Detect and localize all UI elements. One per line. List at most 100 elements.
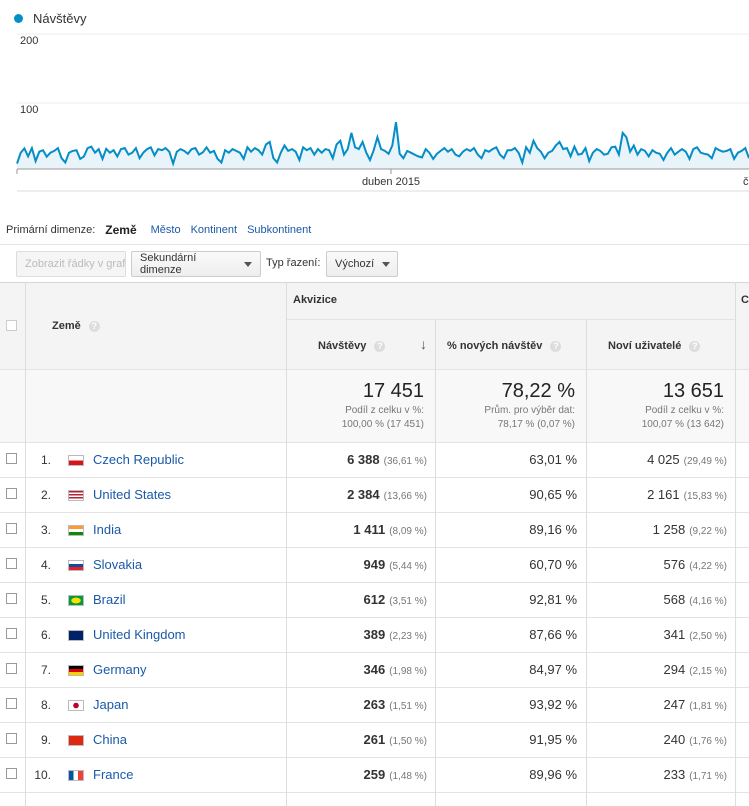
visits-area [17, 122, 749, 169]
visits-cell: 949 (5,44 %) [363, 557, 428, 572]
country-link[interactable]: France [93, 767, 134, 782]
total-new-users-sub2: 100,07 % (13 642) [641, 419, 724, 430]
country-column-header[interactable]: Země? [52, 320, 100, 332]
visits-cell: 1 411 (8,09 %) [353, 522, 427, 537]
table-header [0, 282, 749, 369]
legend-dot-icon [14, 13, 23, 23]
country-link[interactable]: United Kingdom [93, 627, 186, 642]
table-row: 4. Slovakia 949 (5,44 %) 60,70 % 576 (4,22… [0, 547, 749, 582]
x-label-next-month: č [743, 176, 749, 188]
data-table: Země? Akvizice C Návštěvy? ↓ % nových ná… [0, 282, 749, 806]
row-number: 5. [40, 593, 51, 607]
sort-type-value: Výchozí [335, 258, 375, 270]
new-users-cell: 247 (1,81 %) [663, 697, 728, 712]
row-number: 8. [40, 698, 51, 712]
country-link[interactable]: United States [93, 487, 172, 502]
flag-cn-icon [68, 735, 84, 746]
sort-type-dropdown[interactable]: Výchozí [326, 251, 398, 277]
country-link[interactable]: Slovakia [93, 557, 143, 572]
row-checkbox[interactable] [6, 768, 17, 779]
total-new-visits-pct-sub2: 78,17 % (0,07 %) [497, 419, 575, 430]
new-users-cell: 294 (2,15 %) [663, 662, 728, 677]
row-checkbox[interactable] [6, 488, 17, 499]
table-toolbar: Zobrazit řádky v grafu Sekundární dimenz… [0, 244, 749, 283]
row-checkbox[interactable] [6, 698, 17, 709]
new-users-cell: 2 161 (15,83 %) [647, 487, 727, 502]
row-number: 6. [40, 628, 51, 642]
table-row: 3. India 1 411 (8,09 %) 89,16 % 1 258 (9,2… [0, 512, 749, 547]
row-number: 2. [40, 488, 51, 502]
country-link[interactable]: Brazil [93, 592, 126, 607]
show-rows-label: Zobrazit řádky v grafu [25, 258, 126, 270]
row-checkbox[interactable] [6, 453, 17, 464]
row-checkbox[interactable] [6, 558, 17, 569]
help-icon[interactable]: ? [550, 340, 562, 352]
next-group-header: C [741, 294, 749, 306]
row-checkbox[interactable] [6, 628, 17, 639]
y-tick-200: 200 [20, 35, 38, 47]
row-checkbox[interactable] [6, 663, 17, 674]
country-link[interactable]: Czech Republic [93, 452, 185, 467]
chevron-down-icon [382, 261, 391, 267]
visits-cell: 346 (1,98 %) [363, 662, 428, 677]
visits-line [16, 121, 749, 167]
visits-line-chart[interactable]: 200 100 duben 2015 č [0, 28, 749, 193]
table-row: 7. Germany 346 (1,98 %) 84,97 % 294 (2,15 … [0, 652, 749, 687]
row-checkbox[interactable] [6, 593, 17, 604]
total-visits: 17 451 [362, 380, 424, 402]
new-visits-pct-cell: 91,95 % [529, 732, 577, 747]
help-icon[interactable]: ? [689, 340, 701, 352]
sort-descending-arrow-icon[interactable]: ↓ [420, 336, 427, 352]
new-visits-pct-cell: 89,96 % [529, 767, 577, 782]
row-checkbox[interactable] [6, 733, 17, 744]
visits-cell: 263 (1,51 %) [363, 697, 428, 712]
select-all-checkbox[interactable] [6, 320, 17, 331]
chevron-down-icon [244, 261, 252, 267]
help-icon[interactable]: ? [374, 340, 386, 352]
acquisition-group-header: Akvizice [293, 294, 338, 306]
flag-gb-icon [68, 630, 84, 641]
country-link[interactable]: India [93, 522, 122, 537]
table-row: 8. Japan 263 (1,51 %) 93,92 % 247 (1,81 %) [0, 687, 749, 722]
visits-cell: 2 384 (13,66 %) [347, 487, 427, 502]
dimension-continent-link[interactable]: Kontinent [190, 224, 238, 236]
new-users-cell: 240 (1,76 %) [663, 732, 728, 747]
new-visits-pct-cell: 84,97 % [529, 662, 577, 677]
total-new-users: 13 651 [662, 380, 724, 402]
row-number: 9. [40, 733, 51, 747]
primary-dimension-label: Primární dimenze: [6, 224, 96, 236]
chart-legend[interactable]: Návštěvy [14, 8, 86, 28]
table-row: 2. United States 2 384 (13,66 %) 90,65 % … [0, 477, 749, 512]
dimension-subcontinent-link[interactable]: Subkontinent [247, 224, 312, 236]
new-visits-pct-cell: 89,16 % [529, 522, 577, 537]
total-visits-sub2: 100,00 % (17 451) [341, 419, 424, 430]
total-new-visits-pct-sub1: Prům. pro výběr dat: [484, 405, 575, 416]
dimension-city-link[interactable]: Město [150, 224, 181, 236]
row-checkbox[interactable] [6, 523, 17, 534]
secondary-dimension-label: Sekundární dimenze [140, 252, 197, 276]
visits-cell: 259 (1,48 %) [363, 767, 428, 782]
total-visits-sub1: Podíl z celku v %: [345, 405, 424, 416]
new-users-cell: 1 258 (9,22 %) [652, 522, 727, 537]
country-link[interactable]: Japan [93, 697, 129, 712]
new-visits-pct-column-header[interactable]: % nových návštěv? [447, 340, 562, 352]
table-row: 6. United Kingdom 389 (2,23 %) 87,66 % 34… [0, 617, 749, 652]
new-users-column-header[interactable]: Noví uživatelé? [608, 340, 701, 352]
country-link[interactable]: China [93, 732, 127, 747]
flag-in-icon [68, 525, 84, 536]
flag-de-icon [68, 665, 84, 676]
new-visits-pct-cell: 92,81 % [529, 592, 577, 607]
row-number: 1. [40, 453, 51, 467]
show-rows-in-chart-button[interactable]: Zobrazit řádky v grafu [16, 251, 126, 277]
visits-column-header[interactable]: Návštěvy? [318, 340, 386, 352]
primary-dimension-bar: Primární dimenze: Země Město Kontinent S… [6, 221, 311, 239]
visits-cell: 612 (3,51 %) [363, 592, 428, 607]
secondary-dimension-dropdown[interactable]: Sekundární dimenze [131, 251, 261, 277]
help-icon[interactable]: ? [88, 320, 100, 332]
new-visits-pct-cell: 90,65 % [529, 487, 577, 502]
new-visits-pct-cell: 87,66 % [529, 627, 577, 642]
new-visits-pct-cell: 60,70 % [529, 557, 577, 572]
total-new-visits-pct: 78,22 % [501, 380, 575, 402]
country-link[interactable]: Germany [93, 662, 147, 677]
visits-cell: 6 388 (36,61 %) [347, 452, 427, 467]
